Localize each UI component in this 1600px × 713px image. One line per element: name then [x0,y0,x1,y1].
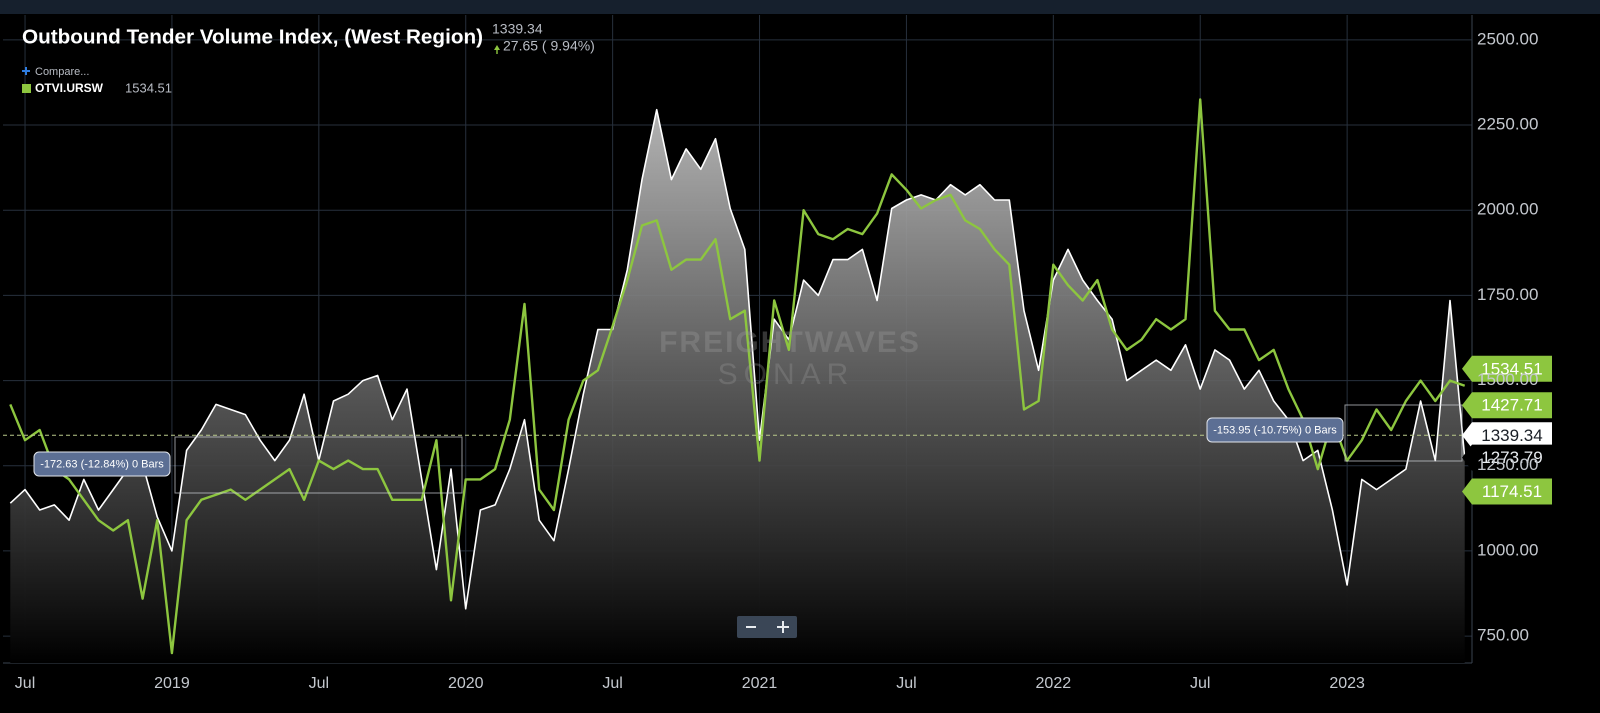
chart-title: Outbound Tender Volume Index, (West Regi… [22,26,483,48]
price-badge [1462,392,1552,419]
legend-label: OTVI.URSW [35,81,104,95]
y-tick-label: 1250.00 [1477,455,1538,474]
legend-swatch [22,84,31,93]
x-tick-label: 2022 [1036,675,1072,692]
x-tick-label: 2023 [1329,675,1365,692]
x-tick-label: Jul [1190,675,1210,692]
annotation-label: -172.63 (-12.84%) 0 Bars [40,458,164,470]
x-tick-label: 2020 [448,675,484,692]
measure-range [1344,404,1463,462]
zoom-in[interactable] [777,621,789,633]
area [10,109,1465,663]
x-tick-label: Jul [15,675,35,692]
legend-value: 1534.51 [125,80,172,95]
y-tick-label: 1750.00 [1477,285,1538,304]
y-tick-label: 750.00 [1477,626,1529,645]
price-badge-label: 1534.51 [1481,359,1542,378]
series-line [9,108,1466,610]
top-bar [0,0,1600,14]
y-tick-label: 2250.00 [1477,115,1538,134]
price-badge-label: 1273.79 [1481,448,1542,467]
x-tick-label: 2019 [154,675,190,692]
y-tick-label: 1000.00 [1477,540,1538,559]
price-badge [1462,478,1552,505]
compare-label[interactable]: Compare... [35,66,89,78]
annotation-box [1206,417,1344,443]
y-tick-label: 1500.00 [1477,370,1538,389]
y-tick-label: 2500.00 [1477,29,1538,48]
watermark: FREIGHTWAVES [659,326,921,359]
x-tick-label: Jul [896,675,916,692]
price-badge [1462,355,1552,382]
watermark: SONAR [718,358,855,391]
measure-range [174,436,463,494]
change-value: 27.65 ( 9.94%) [503,38,595,54]
series-line [9,98,1466,655]
x-tick-label: 2021 [742,675,778,692]
x-tick-label: Jul [309,675,329,692]
price-badge [1462,422,1552,449]
last-value: 1339.34 [492,21,543,37]
annotation-label: -153.95 (-10.75%) 0 Bars [1213,424,1337,436]
price-badge-label: 1174.51 [1482,482,1542,501]
price-badge-label: 1427.71 [1481,396,1542,415]
y-tick-label: 2000.00 [1477,200,1538,219]
price-badge-label: 1339.34 [1481,426,1542,445]
up-arrow [494,45,500,54]
annotation-box [33,451,171,477]
compare-button[interactable]: Compare... [22,66,89,78]
x-tick-label: Jul [602,675,622,692]
plus-icon [22,67,30,75]
zoom-controls [737,616,797,638]
price-badge [1462,444,1552,471]
